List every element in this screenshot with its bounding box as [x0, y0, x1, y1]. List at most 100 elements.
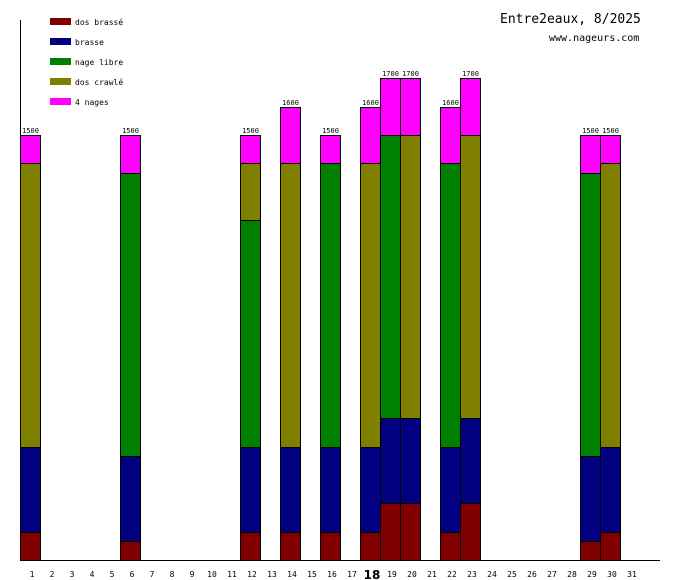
bar-segment-day-16-nage-libre: [320, 163, 341, 448]
x-tick-label-28: 28: [567, 570, 577, 579]
x-tick-label-18: 18: [364, 568, 381, 580]
total-label-day-6: 1500: [122, 127, 139, 135]
bar-segment-day-18-brasse: [360, 447, 381, 533]
total-label-day-20: 1700: [402, 70, 419, 78]
legend-label-brasse: brasse: [75, 38, 104, 47]
x-tick-label-20: 20: [407, 570, 417, 579]
total-label-day-16: 1500: [322, 127, 339, 135]
bar-segment-day-30-dos-crawle: [600, 163, 621, 448]
bar-segment-day-20-4-nages: [400, 78, 421, 136]
bar-segment-day-12-4-nages: [240, 135, 261, 164]
x-tick-label-7: 7: [150, 570, 155, 579]
bars: [20, 78, 621, 561]
x-tick-label-31: 31: [627, 570, 637, 579]
legend-label-nage-libre: nage libre: [75, 58, 123, 67]
total-label-day-12: 1500: [242, 127, 259, 135]
bar-segment-day-22-nage-libre: [440, 163, 461, 448]
x-tick-label-21: 21: [427, 570, 437, 579]
x-tick-label-25: 25: [507, 570, 517, 579]
x-tick-label-15: 15: [307, 570, 317, 579]
x-tick-label-30: 30: [607, 570, 617, 579]
x-tick-label-8: 8: [170, 570, 175, 579]
chart-title: Entre2eaux, 8/2025: [500, 12, 641, 27]
legend-label-dos-crawle: dos crawlé: [75, 77, 123, 87]
bar-segment-day-23-brasse: [460, 418, 481, 504]
legend-swatch-brasse: [50, 38, 71, 45]
bar-segment-day-20-dos-crawle: [400, 135, 421, 419]
total-label-day-14: 1600: [282, 99, 299, 107]
x-tick-label-12: 12: [247, 570, 257, 579]
bar-segment-day-14-dos-crawle: [280, 163, 301, 448]
legend-label-4-nages: 4 nages: [75, 98, 109, 107]
bar-segment-day-18-dos-brasse: [360, 532, 381, 561]
x-tick-label-6: 6: [130, 570, 135, 579]
x-tick-label-13: 13: [267, 570, 277, 579]
bar-segment-day-19-4-nages: [380, 78, 401, 136]
x-tick-label-11: 11: [227, 570, 237, 579]
bar-segment-day-29-brasse: [580, 456, 601, 542]
x-tick-label-24: 24: [487, 570, 497, 579]
legend-label-dos-brasse: dos brassé: [75, 17, 123, 27]
bar-segment-day-16-4-nages: [320, 135, 341, 164]
bar-segment-day-29-4-nages: [580, 135, 601, 174]
bar-segment-day-6-4-nages: [120, 135, 141, 174]
bar-segment-day-20-dos-brasse: [400, 503, 421, 561]
bar-segment-day-14-dos-brasse: [280, 532, 301, 561]
x-tick-label-23: 23: [467, 570, 477, 579]
x-tick-label-5: 5: [110, 570, 115, 579]
x-tick-label-14: 14: [287, 570, 297, 579]
x-tick-label-19: 19: [387, 570, 397, 579]
total-label-day-18: 1600: [362, 99, 379, 107]
x-tick-label-29: 29: [587, 570, 597, 579]
legend-swatch-4-nages: [50, 98, 71, 105]
bar-segment-day-6-nage-libre: [120, 173, 141, 457]
bar-segment-day-22-brasse: [440, 447, 461, 533]
x-tick-label-22: 22: [447, 570, 457, 579]
bar-segment-day-16-dos-brasse: [320, 532, 341, 561]
total-label-day-1: 1500: [22, 127, 39, 135]
bar-segment-day-6-brasse: [120, 456, 141, 542]
bar-segment-day-19-dos-brasse: [380, 503, 401, 561]
bar-segment-day-1-4-nages: [20, 135, 41, 164]
x-tick-label-3: 3: [70, 570, 75, 579]
bar-segment-day-14-4-nages: [280, 107, 301, 164]
bar-segment-day-19-nage-libre: [380, 135, 401, 419]
bar-segment-day-23-4-nages: [460, 78, 481, 136]
legend-swatch-nage-libre: [50, 58, 71, 65]
bar-segment-day-12-brasse: [240, 447, 261, 533]
bar-segment-day-29-nage-libre: [580, 173, 601, 457]
x-tick-label-16: 16: [327, 570, 337, 579]
bar-segment-day-1-dos-crawle: [20, 163, 41, 448]
bar-segment-day-30-brasse: [600, 447, 621, 533]
bar-segment-day-22-4-nages: [440, 107, 461, 164]
bar-segment-day-6-dos-brasse: [120, 541, 141, 561]
x-tick-label-17: 17: [347, 570, 357, 579]
total-label-day-30: 1500: [602, 127, 619, 135]
total-label-day-23: 1700: [462, 70, 479, 78]
bar-segment-day-18-4-nages: [360, 107, 381, 164]
bar-segment-day-14-brasse: [280, 447, 301, 533]
bar-segment-day-1-brasse: [20, 447, 41, 533]
bar-segment-day-12-nage-libre: [240, 220, 261, 448]
x-tick-label-4: 4: [90, 570, 95, 579]
x-tick-label-1: 1: [30, 570, 35, 579]
legend: dos brassé brasse nage libre dos crawlé 4 na…: [50, 17, 123, 107]
x-tick-labels: 1 2 3 4 5 6 7 8 9 10 11 12 13 14 15 16 17 18 19 20 21 22 23 24 2…: [30, 568, 637, 580]
bar-segment-day-19-brasse: [380, 418, 401, 504]
bar-segment-day-16-brasse: [320, 447, 341, 533]
bar-segment-day-12-dos-brasse: [240, 532, 261, 561]
bar-segment-day-12-dos-crawle: [240, 163, 261, 221]
total-label-day-29: 1500: [582, 127, 599, 135]
bar-segment-day-20-brasse: [400, 418, 421, 504]
x-tick-label-2: 2: [50, 570, 55, 579]
x-tick-label-9: 9: [190, 570, 195, 579]
legend-swatch-dos-brasse: [50, 18, 71, 25]
bar-segment-day-30-dos-brasse: [600, 532, 621, 561]
bar-segment-day-29-dos-brasse: [580, 541, 601, 561]
x-tick-label-10: 10: [207, 570, 217, 579]
total-label-day-19: 1700: [382, 70, 399, 78]
total-label-day-22: 1600: [442, 99, 459, 107]
bar-segment-day-23-dos-crawle: [460, 135, 481, 419]
bar-segment-day-1-dos-brasse: [20, 532, 41, 561]
